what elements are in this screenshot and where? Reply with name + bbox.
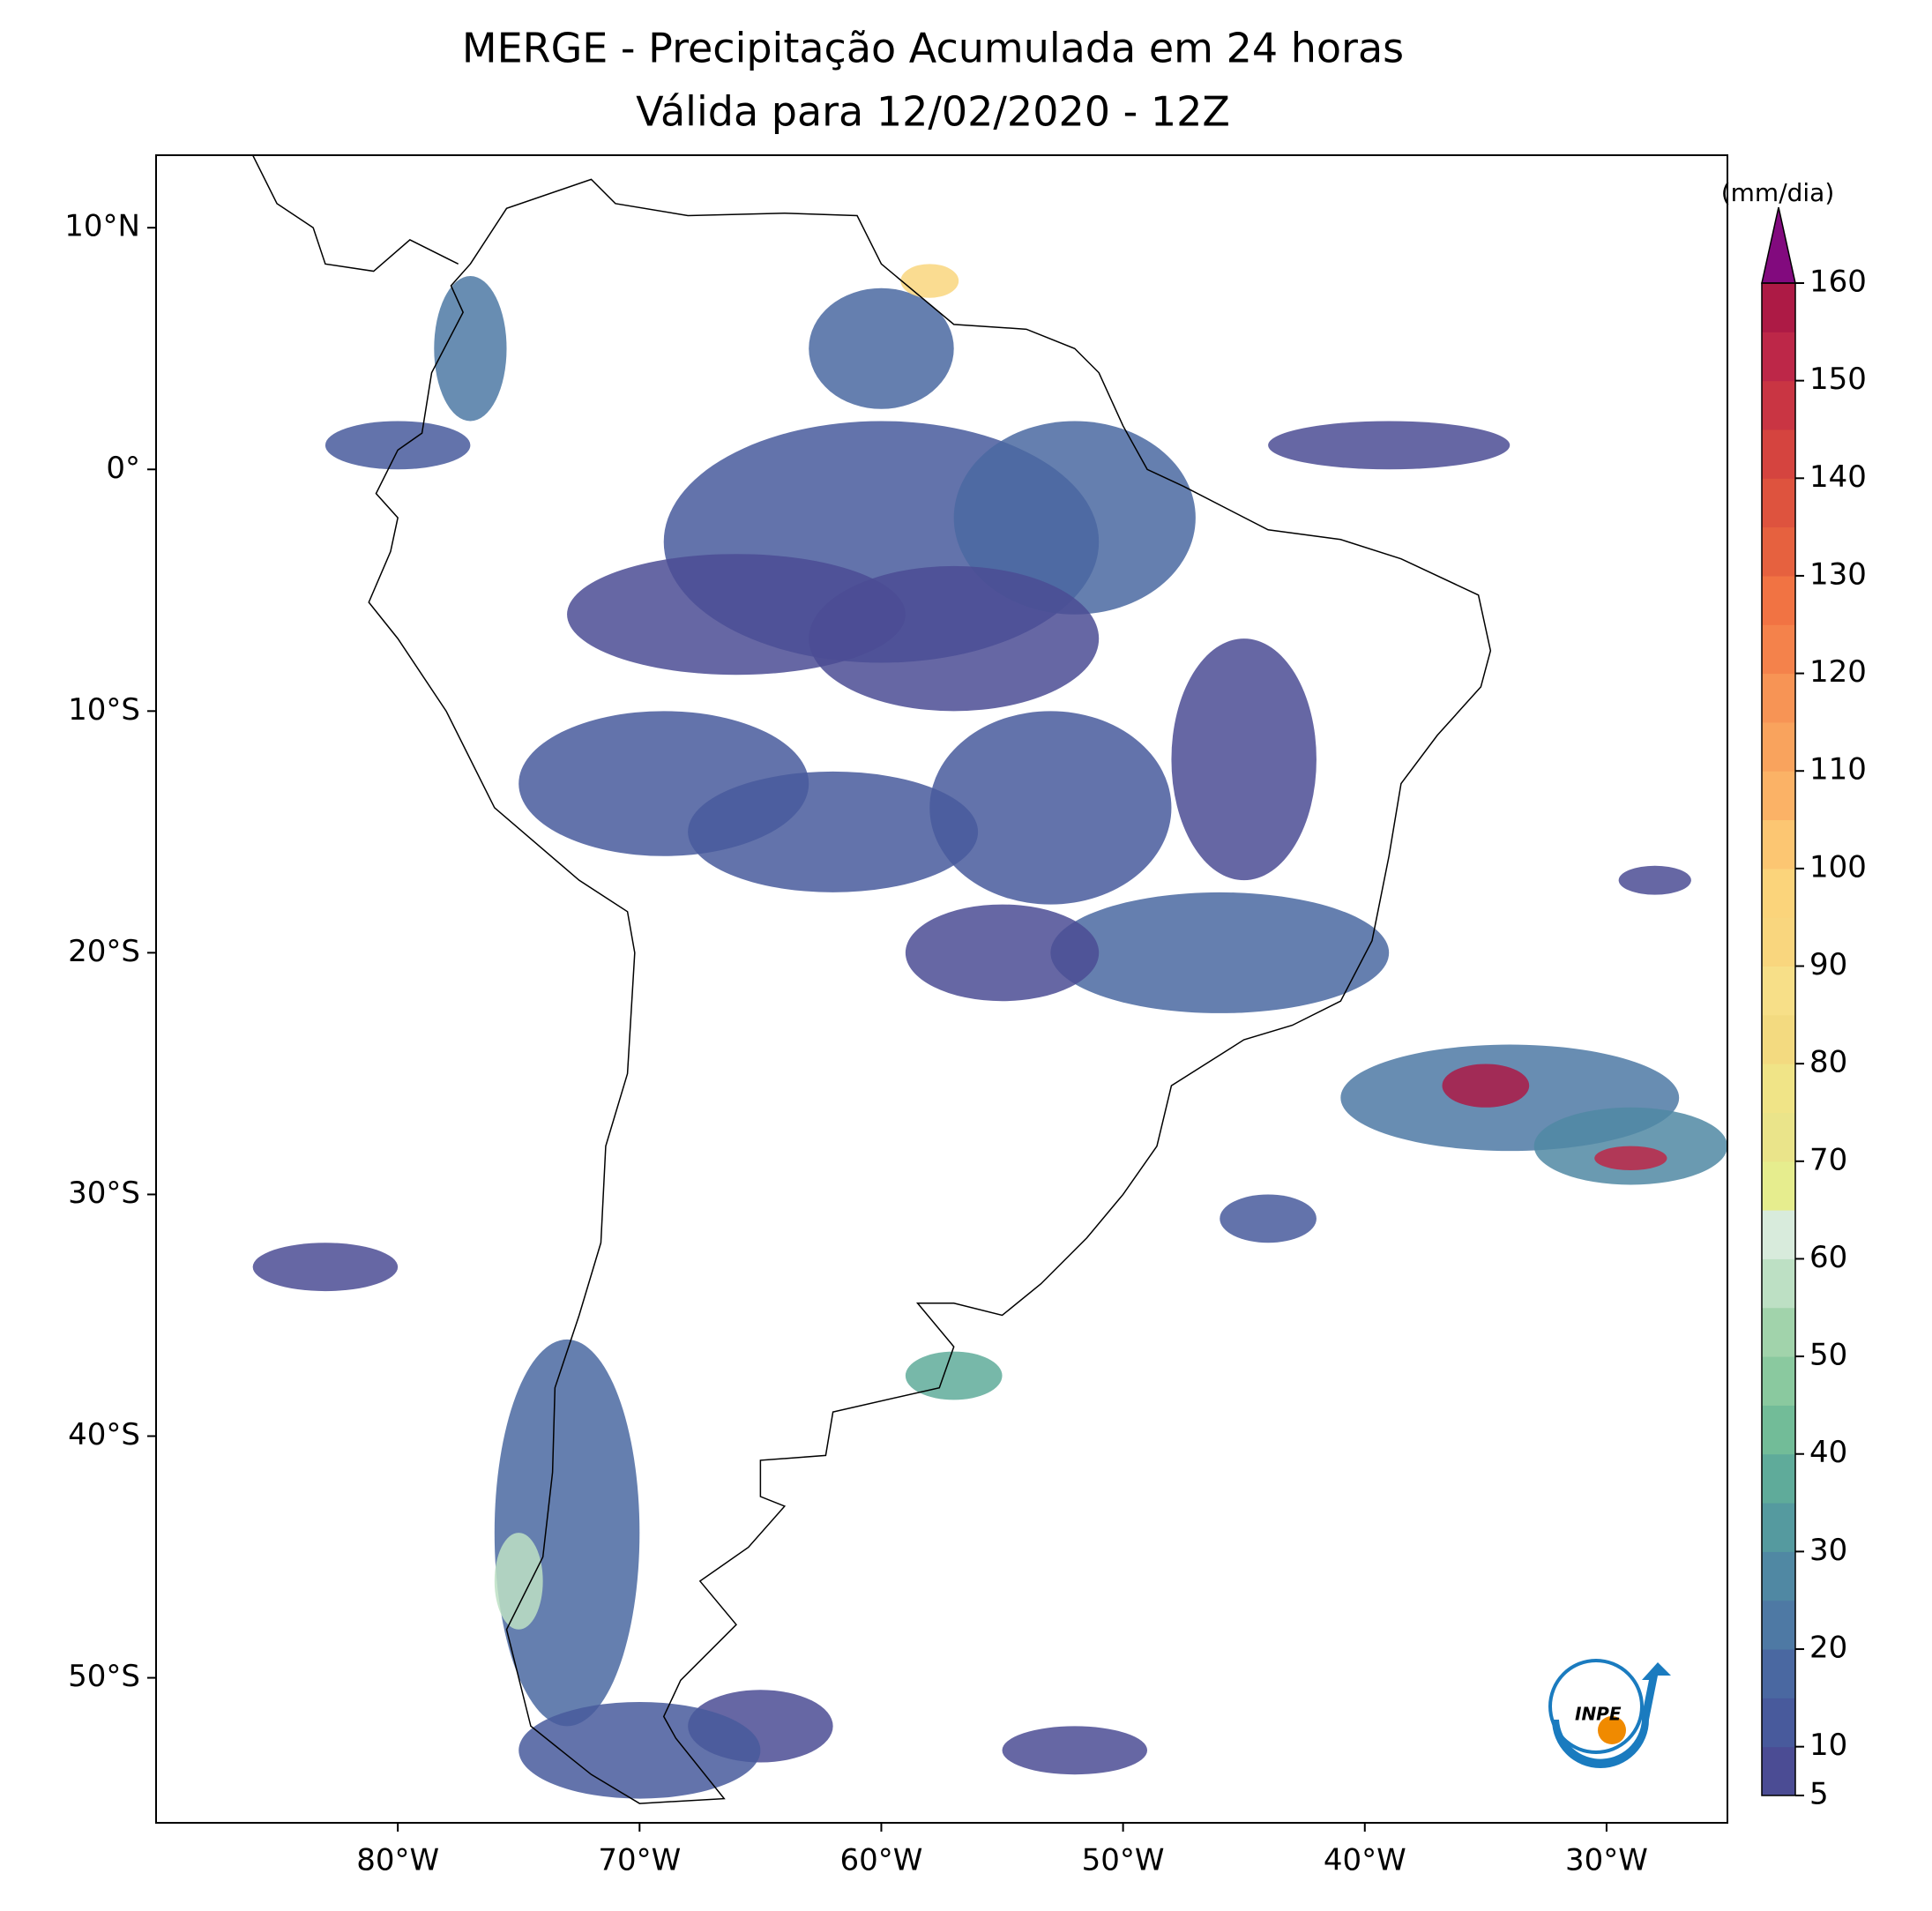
- y-tick-label: 10°S: [68, 692, 140, 728]
- colorbar-tick-label: 5: [1809, 1777, 1829, 1812]
- precip-area: [1002, 1726, 1148, 1775]
- colorbar-segment: [1762, 1307, 1795, 1357]
- colorbar-segment: [1762, 966, 1795, 1016]
- colorbar-tick-label: 30: [1809, 1533, 1847, 1568]
- colorbar-segment: [1762, 1356, 1795, 1406]
- logo-dot: [1598, 1716, 1626, 1744]
- colorbar-segment: [1762, 380, 1795, 430]
- title: MERGE - Precipitação Acumulada em 24 hor…: [462, 25, 1404, 72]
- colorbar-segment: [1762, 332, 1795, 382]
- colorbar-segment: [1762, 1551, 1795, 1601]
- colorbar-segment: [1762, 624, 1795, 675]
- colorbar-segment: [1762, 1600, 1795, 1650]
- y-tick-label: 0°: [106, 451, 140, 486]
- colorbar-segment: [1762, 1064, 1795, 1113]
- map-area: [251, 155, 1727, 1804]
- colorbar-frame: [1761, 282, 1796, 1796]
- colorbar-segment: [1762, 575, 1795, 625]
- y-tick-label: 20°S: [68, 934, 140, 969]
- colorbar-tick-label: 100: [1809, 849, 1867, 885]
- precip-area: [1050, 892, 1390, 1013]
- colorbar-segment: [1762, 1210, 1795, 1259]
- precip-area: [1618, 865, 1691, 895]
- map-frame: [155, 154, 1728, 1824]
- colorbar-tick-label: 20: [1809, 1631, 1847, 1666]
- precip-area: [953, 421, 1196, 615]
- precip-area: [252, 1243, 399, 1292]
- precip-area: [567, 554, 906, 676]
- precip-area: [688, 771, 979, 892]
- x-tick-label: 30°W: [1565, 1843, 1648, 1878]
- logo-text: INPE: [1575, 1704, 1622, 1725]
- colorbar-tick-label: 160: [1809, 265, 1867, 300]
- colorbar-segment: [1762, 771, 1795, 821]
- precip-area: [929, 711, 1172, 905]
- colorbar-tick-label: 40: [1809, 1435, 1847, 1470]
- logo-ring: [1548, 1659, 1644, 1754]
- colorbar-segment: [1762, 1112, 1795, 1162]
- logo-arrow: [1552, 1662, 1671, 1768]
- precip-area: [494, 1533, 543, 1630]
- precip-area: [809, 287, 954, 409]
- colorbar-label: (mm/dia): [1721, 178, 1835, 207]
- colorbar-segment: [1762, 478, 1795, 528]
- colorbar-tick-label: 70: [1809, 1142, 1847, 1177]
- colorbar-segment: [1762, 917, 1795, 967]
- colorbar-tick-label: 130: [1809, 556, 1867, 592]
- colorbar-segment: [1762, 868, 1795, 918]
- x-tick-label: 60°W: [840, 1843, 923, 1878]
- colorbar-tick-label: 140: [1809, 459, 1867, 495]
- colorbar-segment: [1762, 1698, 1795, 1748]
- colorbar-tick-label: 120: [1809, 654, 1867, 690]
- colorbar-tick-label: 110: [1809, 752, 1867, 788]
- colorbar-extend: [1761, 206, 1796, 284]
- precip-area: [518, 1701, 761, 1799]
- precip-area: [494, 1339, 640, 1727]
- x-tick-label: 70°W: [598, 1843, 681, 1878]
- colorbar-segment: [1762, 1746, 1795, 1796]
- colorbar-tick-label: 150: [1809, 362, 1867, 397]
- colorbar-segment: [1762, 819, 1795, 870]
- colorbar-segment: [1762, 1405, 1795, 1455]
- y-tick-label: 30°S: [68, 1176, 140, 1211]
- y-tick-label: 40°S: [68, 1417, 140, 1452]
- colorbar-segment: [1762, 1453, 1795, 1504]
- colorbar-segment: [1762, 1161, 1795, 1211]
- y-tick-label: 50°S: [68, 1659, 140, 1694]
- colorbar-tick-label: 80: [1809, 1045, 1847, 1080]
- colorbar-tick-label: 90: [1809, 947, 1847, 982]
- colorbar-segment: [1762, 1649, 1795, 1698]
- coastline: [251, 155, 459, 272]
- precip-area: [324, 421, 471, 470]
- precip-area: [1220, 1194, 1317, 1243]
- colorbar-segment: [1762, 1503, 1795, 1552]
- colorbar-segment: [1762, 1258, 1795, 1309]
- coastline: [368, 178, 1492, 1804]
- colorbar-segment: [1762, 1014, 1795, 1064]
- colorbar-tick-label: 60: [1809, 1240, 1847, 1275]
- precip-area: [1268, 421, 1511, 470]
- x-tick-label: 50°W: [1082, 1843, 1165, 1878]
- colorbar-segment: [1762, 673, 1795, 723]
- colorbar-tick-label: 10: [1809, 1728, 1847, 1763]
- colorbar-segment: [1762, 429, 1795, 479]
- colorbar-tick-label: 50: [1809, 1338, 1847, 1373]
- logo: INPE: [1548, 1659, 1671, 1768]
- precip-area: [1442, 1064, 1530, 1108]
- y-tick-label: 10°N: [64, 209, 140, 244]
- precip-area: [1171, 638, 1317, 881]
- subtitle: Válida para 12/02/2020 - 12Z: [636, 88, 1230, 136]
- precip-area: [905, 904, 1100, 1002]
- colorbar-segment: [1762, 721, 1795, 772]
- x-tick-label: 80°W: [356, 1843, 439, 1878]
- x-tick-label: 40°W: [1324, 1843, 1406, 1878]
- precip-area: [900, 264, 959, 298]
- precip-area: [1594, 1146, 1667, 1171]
- precip-area: [434, 276, 507, 422]
- colorbar-segment: [1762, 526, 1795, 577]
- precip-area: [905, 1351, 1003, 1400]
- colorbar-segment: [1762, 283, 1795, 332]
